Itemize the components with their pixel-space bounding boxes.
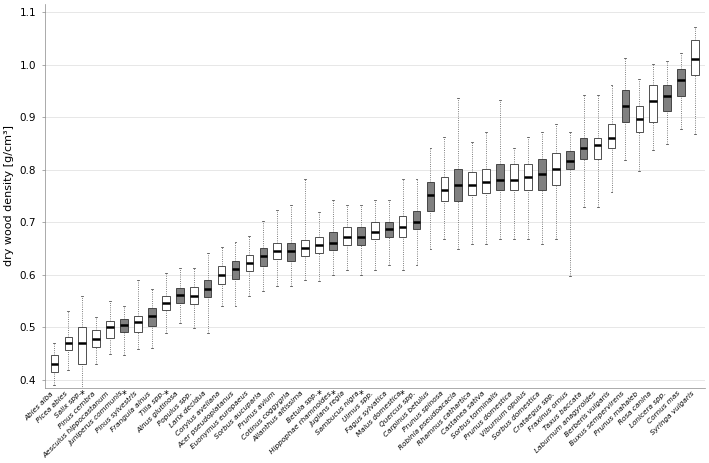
Bar xyxy=(482,169,490,193)
Y-axis label: dry wood density [g/cm³]: dry wood density [g/cm³] xyxy=(4,125,14,266)
Bar xyxy=(79,327,86,364)
Bar xyxy=(259,248,267,266)
Bar xyxy=(190,287,198,304)
Bar xyxy=(566,150,574,169)
Bar xyxy=(398,216,406,238)
Bar xyxy=(691,40,699,75)
Bar xyxy=(635,106,643,132)
Text: *: * xyxy=(80,390,84,400)
Bar xyxy=(287,243,295,261)
Text: *: * xyxy=(401,390,405,400)
Text: *: * xyxy=(317,390,321,400)
Bar xyxy=(134,316,142,332)
Bar xyxy=(413,211,420,230)
Bar xyxy=(162,296,169,310)
Bar xyxy=(552,153,559,185)
Text: *: * xyxy=(164,390,168,400)
Bar xyxy=(176,288,184,303)
Bar xyxy=(92,330,100,347)
Text: *: * xyxy=(330,390,335,400)
Bar xyxy=(357,227,364,245)
Text: *: * xyxy=(122,390,126,400)
Bar xyxy=(203,280,211,297)
Bar xyxy=(593,138,601,158)
Bar xyxy=(371,222,379,239)
Bar xyxy=(50,355,58,372)
Bar xyxy=(440,177,448,200)
Bar xyxy=(301,240,309,256)
Bar xyxy=(580,138,588,158)
Bar xyxy=(232,261,240,279)
Bar xyxy=(454,169,462,200)
Bar xyxy=(469,172,476,195)
Bar xyxy=(649,85,657,122)
Bar xyxy=(385,222,393,238)
Bar xyxy=(677,69,685,95)
Text: *: * xyxy=(359,390,363,400)
Bar xyxy=(316,238,323,253)
Bar xyxy=(622,90,630,122)
Bar xyxy=(343,227,351,245)
Bar xyxy=(664,85,671,111)
Bar xyxy=(427,182,435,211)
Bar xyxy=(329,232,337,250)
Bar xyxy=(245,255,253,271)
Bar xyxy=(121,319,128,332)
Bar xyxy=(65,337,72,350)
Bar xyxy=(148,308,156,326)
Bar xyxy=(510,164,518,190)
Bar xyxy=(218,266,225,284)
Bar xyxy=(496,164,504,190)
Bar xyxy=(274,243,281,259)
Bar xyxy=(608,125,615,148)
Bar xyxy=(524,164,532,190)
Bar xyxy=(538,158,546,190)
Bar xyxy=(106,321,114,338)
